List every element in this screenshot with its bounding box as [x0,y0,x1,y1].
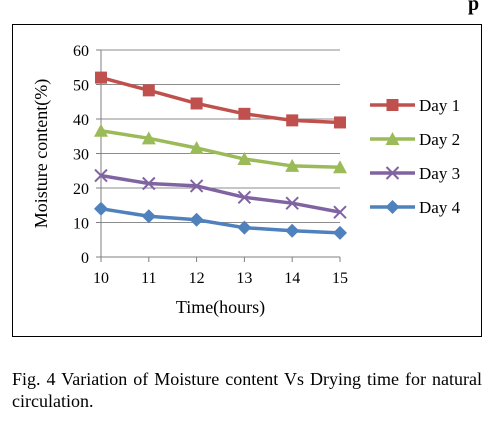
legend-item: Day 3 [370,164,460,183]
y-tick-label: 40 [73,112,89,129]
x-axis-title: Time(hours) [176,297,265,318]
data-point [286,114,299,127]
series-1 [95,71,346,129]
data-point [190,97,203,110]
data-point [95,71,107,84]
x-tick-label: 11 [141,270,156,287]
legend-item: Day 2 [370,130,460,149]
legend-marker-square-icon [386,99,399,111]
x-tick-label: 12 [189,270,205,287]
x-tick-label: 13 [236,270,252,287]
x-marker-stroke [189,179,204,193]
x-marker-stroke [237,190,252,205]
series-line [100,173,341,214]
data-point [142,176,156,191]
data-point [237,190,252,205]
series-4 [94,201,347,240]
x-tick-label: 15 [332,270,348,287]
data-point [141,131,156,145]
legend-marker-triangle-icon [385,132,400,145]
legend-label: Day 3 [419,164,460,183]
figure-caption: Fig. 4 Variation of Moisture content Vs … [12,369,482,411]
corner-text-fragment: p [468,0,480,15]
x-tick-label: 10 [93,270,109,287]
y-tick-label: 0 [81,250,89,267]
series-line [100,75,341,125]
data-point [94,123,108,137]
y-tick-label: 30 [73,147,89,164]
y-axis-title: Moisture content(%) [31,79,52,228]
y-tick-label: 10 [73,216,89,233]
y-tick-label: 60 [73,43,89,60]
data-point [189,179,204,193]
data-point [285,223,300,238]
data-point [333,225,347,240]
data-point [238,107,251,120]
data-point [141,209,156,224]
series-3 [94,168,347,219]
data-point [334,116,346,129]
series-line [100,206,341,235]
legend-label: Day 1 [419,96,460,115]
y-tick-label: 50 [73,78,89,95]
y-tick-label: 20 [73,181,89,198]
data-point [94,168,108,183]
x-marker-stroke [142,176,156,191]
data-point [189,140,204,154]
x-marker-stroke [385,166,400,180]
legend-label: Day 4 [419,198,461,217]
x-marker-stroke [333,205,347,219]
data-point [285,158,300,172]
legend-marker-x-icon [385,166,400,180]
data-point [333,205,347,219]
x-marker-stroke [94,168,108,183]
data-point [285,196,299,210]
data-point [94,201,108,216]
data-point [189,212,204,227]
legend: Day 1 Day 2 Day 3 Day 4 [370,96,461,217]
legend-marker-diamond-icon [385,200,400,214]
series-line [100,129,341,170]
legend-item: Day 4 [370,198,461,217]
legend-item: Day 1 [370,96,460,115]
data-point [142,84,155,97]
data-point [237,220,252,235]
chart-frame: 0 10 20 30 40 50 60 10 11 12 13 14 15 Time(hours) Mois… [12,24,482,337]
x-tick-label: 14 [284,270,300,287]
series-2 [94,123,347,174]
data-point [237,152,252,166]
data-point [333,160,347,174]
legend-label: Day 2 [419,130,460,149]
x-marker-stroke [285,196,299,210]
